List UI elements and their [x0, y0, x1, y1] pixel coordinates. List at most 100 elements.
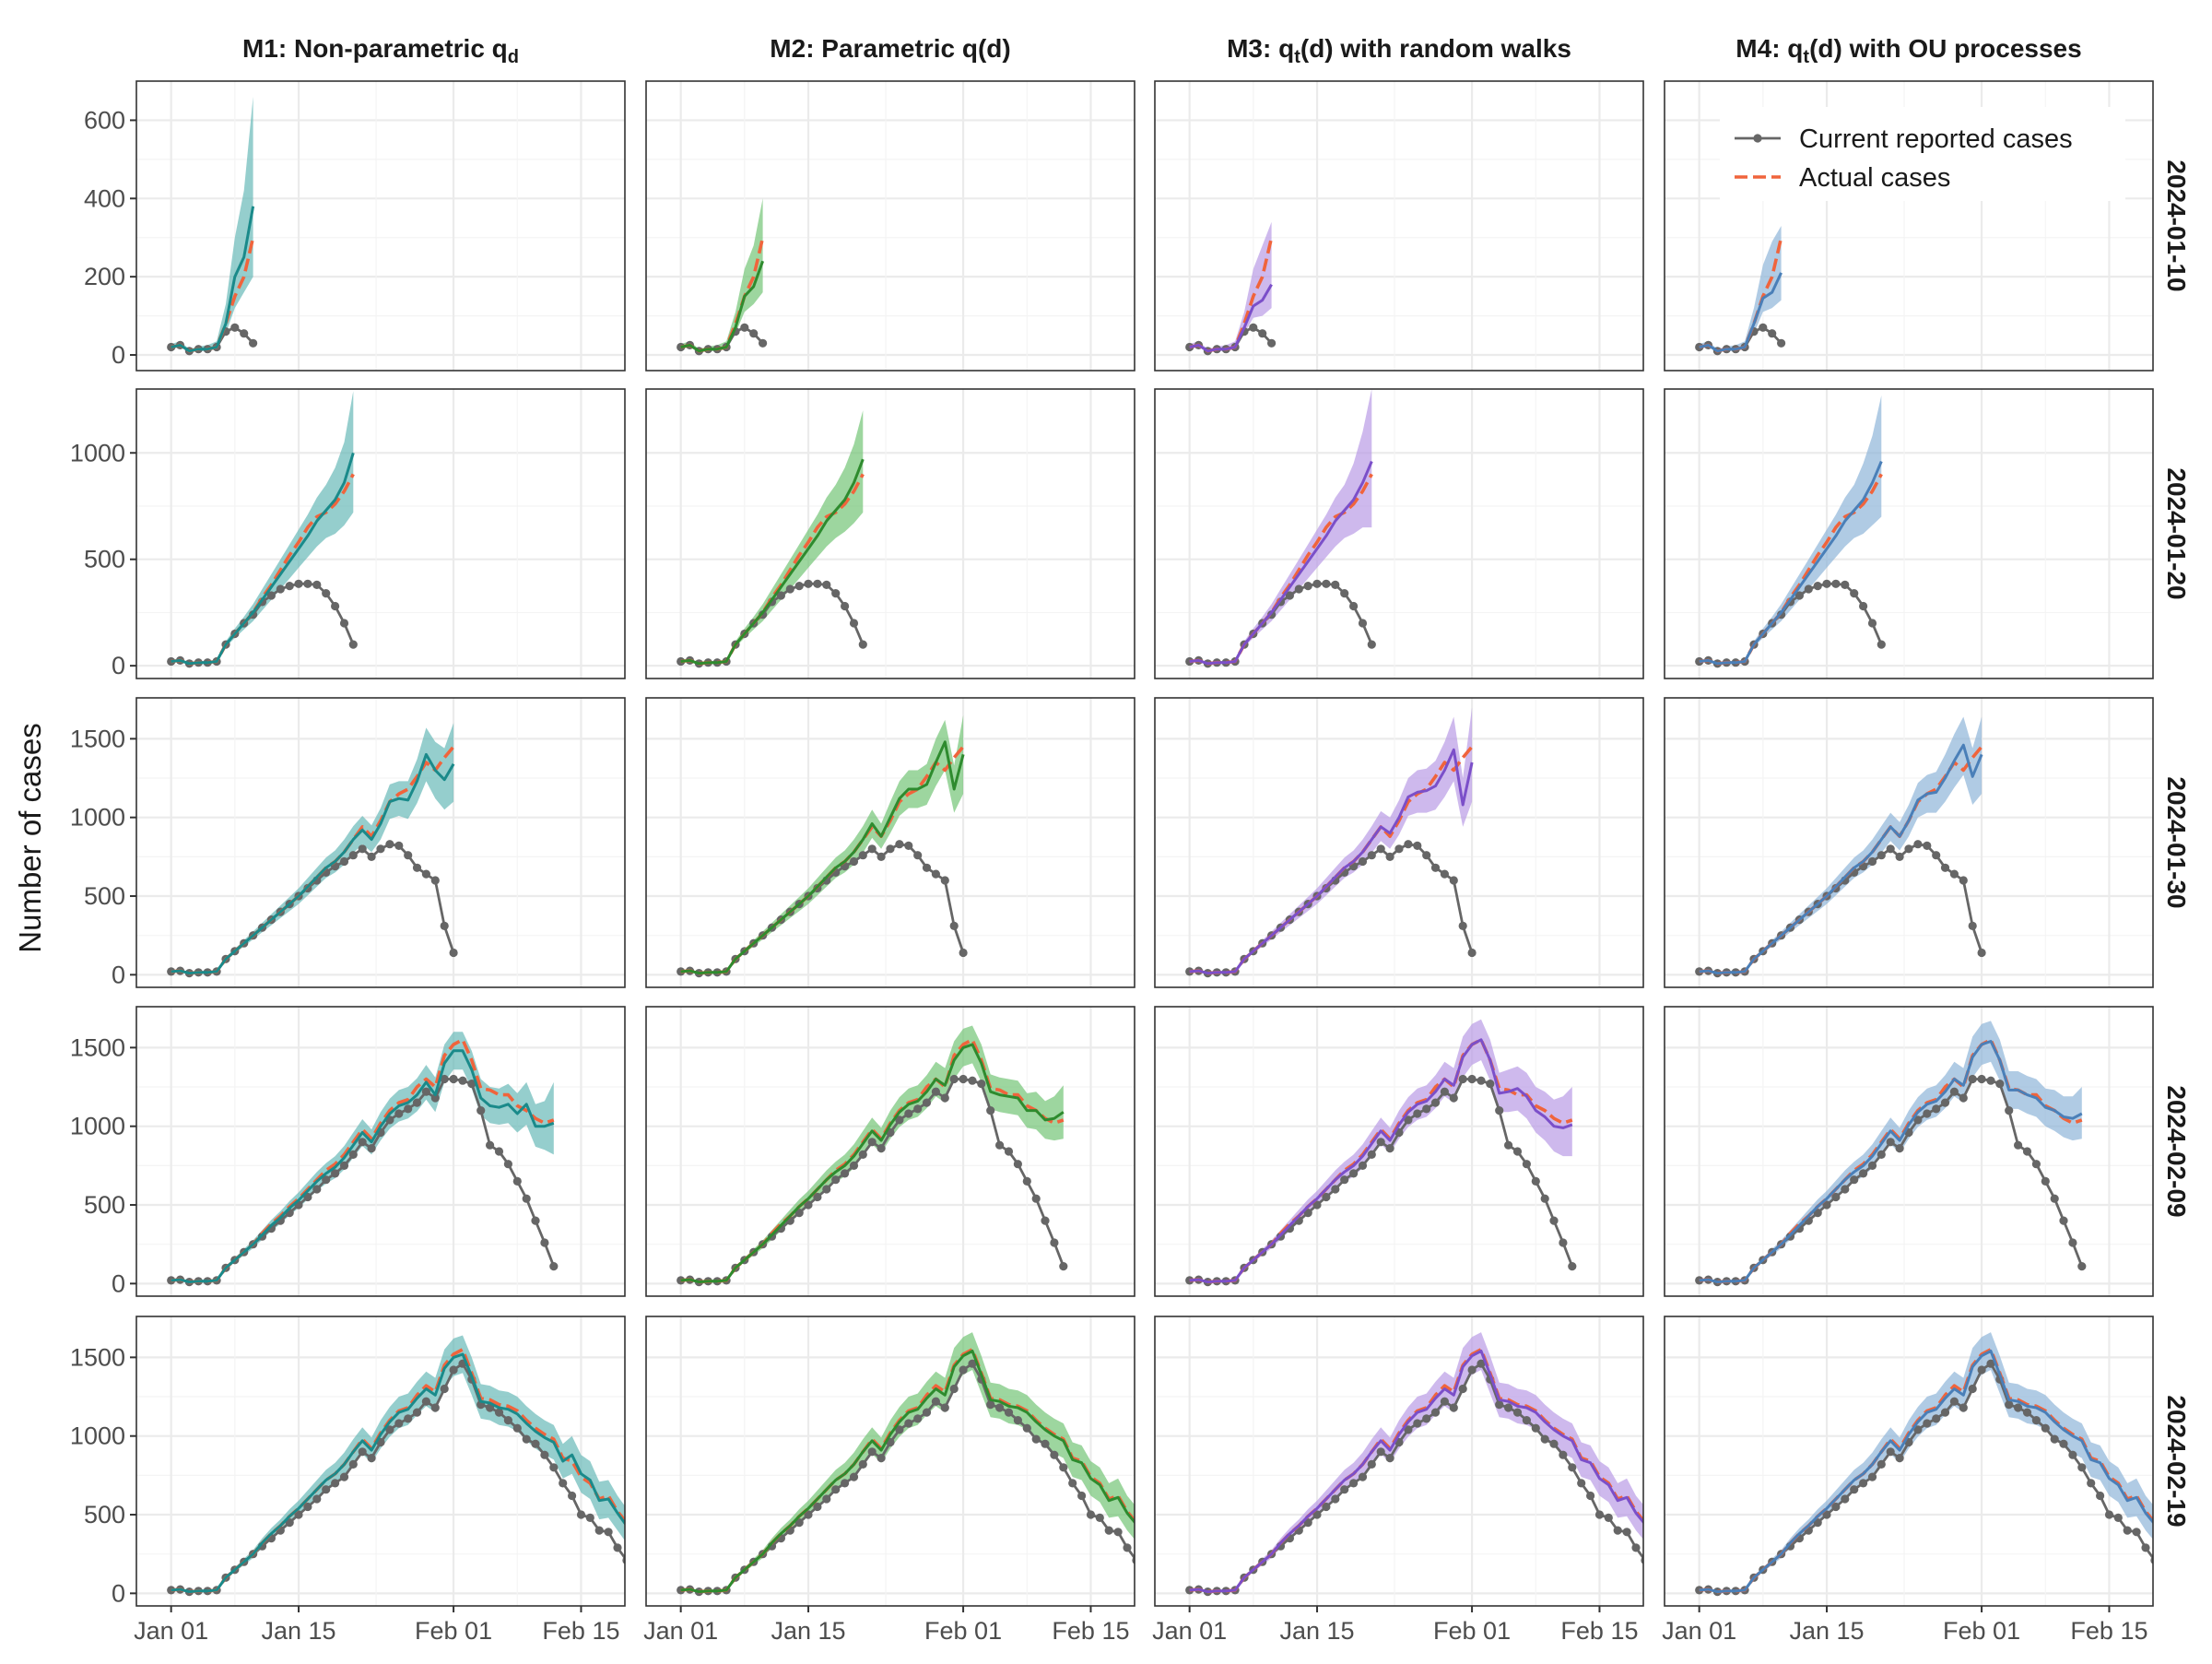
panel-border	[1664, 80, 2154, 372]
reported-cases-point	[1340, 589, 1349, 598]
reported-cases-point	[1303, 1518, 1312, 1528]
x-tick-label: Jan 01	[643, 1617, 718, 1645]
panel-border	[135, 388, 626, 679]
reported-cases-point	[585, 1513, 594, 1522]
panel-m2-2024-02-19: Jan 01 Jan 15 Feb 01 Feb 15	[643, 1316, 1135, 1645]
reported-cases-point	[1850, 1485, 1859, 1494]
reported-cases-point	[1331, 1494, 1340, 1504]
reported-cases-point	[822, 1494, 831, 1504]
reported-cases-point	[249, 338, 258, 348]
column-title-m4: M4: qt(d) with OU processes	[1735, 34, 2081, 67]
reported-cases-point	[1422, 1104, 1431, 1114]
reported-cases-point	[1495, 1106, 1504, 1115]
reported-cases-point	[949, 921, 959, 931]
reported-cases-point	[1404, 1115, 1413, 1125]
reported-cases-point	[2022, 1408, 2032, 1417]
panel-background	[136, 698, 625, 987]
reported-cases-point	[1349, 1169, 1359, 1178]
reported-cases-point	[1831, 1502, 1841, 1512]
panel-background	[1665, 389, 2153, 679]
reported-cases-point	[1940, 1098, 1950, 1107]
reported-cases-point	[294, 579, 303, 588]
x-tick-label: Feb 15	[2070, 1617, 2147, 1645]
reported-cases-point	[1940, 1408, 1950, 1417]
reported-cases-point	[404, 1414, 413, 1423]
reported-cases-point	[895, 1425, 904, 1434]
reported-cases-point	[1568, 1463, 1577, 1472]
reported-cases-point	[240, 329, 249, 338]
reported-cases-point	[959, 1074, 968, 1084]
panel-m1-2024-01-20	[135, 388, 626, 679]
panel-background	[136, 1316, 625, 1606]
x-tick-label: Feb 15	[1052, 1617, 1129, 1645]
panel-m3-2024-01-20	[1154, 388, 1644, 679]
reported-cases-point	[2005, 1106, 2014, 1115]
reported-cases-point	[1367, 851, 1376, 860]
reported-cases-point	[867, 1138, 877, 1147]
plot-area	[1185, 221, 1277, 356]
reported-cases-point	[1449, 876, 1458, 885]
reported-cases-point	[512, 1423, 522, 1433]
x-tick-label: Feb 01	[415, 1617, 492, 1645]
reported-cases-point	[312, 580, 322, 590]
reported-cases-point	[522, 1434, 531, 1444]
reported-cases-point	[167, 1586, 176, 1595]
y-tick-label: 200	[84, 263, 125, 290]
reported-cases-point	[1768, 329, 1777, 338]
reported-cases-point	[1959, 1403, 1968, 1412]
reported-cases-point	[1867, 1161, 1877, 1170]
reported-cases-point	[759, 338, 768, 348]
reported-cases-point	[1813, 1518, 1822, 1528]
reported-cases-point	[995, 1403, 1005, 1412]
reported-cases-point	[449, 1365, 458, 1375]
reported-cases-point	[303, 579, 312, 588]
plot-area	[1185, 1332, 1643, 1597]
reported-cases-point	[904, 841, 913, 851]
reported-cases-point	[1886, 1138, 1895, 1147]
plot-area	[167, 97, 258, 356]
plot-area	[1185, 707, 1477, 978]
legend-label-actual: Actual cases	[1799, 163, 1950, 193]
reported-cases-point	[449, 1074, 458, 1084]
reported-cases-point	[1986, 1359, 1995, 1368]
x-tick-label: Feb 01	[924, 1617, 1002, 1645]
reported-cases-point	[430, 1093, 440, 1103]
reported-cases-point	[1440, 1397, 1449, 1406]
reported-cases-point	[1867, 856, 1877, 867]
reported-cases-point	[940, 876, 949, 885]
reported-cases-point	[1594, 1510, 1605, 1519]
reported-cases-point	[1358, 619, 1368, 628]
reported-cases-point	[412, 1098, 422, 1107]
reported-cases-point	[1822, 579, 1831, 588]
y-tick-label: 1000	[70, 439, 125, 466]
reported-cases-point	[494, 1147, 504, 1156]
reported-cases-point	[858, 1150, 867, 1159]
panel-border	[1664, 1006, 2154, 1297]
reported-cases-point	[849, 619, 859, 628]
reported-cases-point	[167, 656, 176, 667]
reported-cases-point	[1867, 1472, 1877, 1481]
reported-cases-point	[1113, 1528, 1123, 1537]
reported-cases-point	[1850, 1175, 1859, 1185]
reported-cases-point	[895, 1115, 904, 1125]
reported-cases-point	[1312, 1510, 1322, 1519]
reported-cases-point	[2059, 1216, 2068, 1225]
reported-cases-point	[1004, 1408, 1014, 1417]
panel-border	[645, 1006, 1135, 1297]
reported-cases-point	[167, 1276, 176, 1285]
reported-cases-point	[522, 1194, 531, 1203]
panel-m2-2024-01-20	[645, 388, 1135, 679]
reported-cases-point	[1895, 1454, 1904, 1463]
reported-cases-point	[1586, 1491, 1595, 1501]
plot-area	[677, 410, 867, 668]
reported-cases-point	[1258, 329, 1267, 338]
reported-cases-point	[1977, 1074, 1986, 1084]
reported-cases-point	[348, 640, 358, 649]
reported-cases-point	[1895, 1144, 1904, 1153]
x-tick-label: Jan 01	[134, 1617, 208, 1645]
reported-cases-point	[421, 1397, 430, 1406]
actual-cases-line	[171, 1038, 555, 1284]
reported-cases-point	[1358, 856, 1368, 867]
reported-cases-point	[1013, 1416, 1022, 1425]
